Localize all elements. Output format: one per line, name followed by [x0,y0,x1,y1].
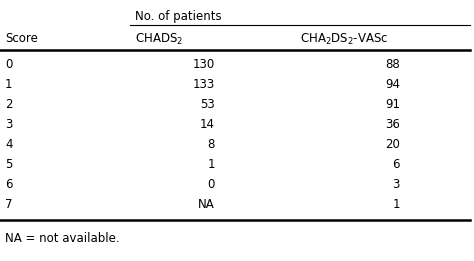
Text: 3: 3 [5,118,12,131]
Text: 14: 14 [200,118,215,131]
Text: No. of patients: No. of patients [135,10,222,23]
Text: NA = not available.: NA = not available. [5,232,119,245]
Text: 88: 88 [385,58,400,71]
Text: Score: Score [5,32,38,45]
Text: 3: 3 [392,178,400,191]
Text: 91: 91 [385,98,400,111]
Text: 2: 2 [5,98,12,111]
Text: 133: 133 [193,78,215,91]
Text: 1: 1 [5,78,12,91]
Text: 7: 7 [5,198,12,211]
Text: 1: 1 [392,198,400,211]
Text: 1: 1 [208,158,215,171]
Text: CHADS$_2$: CHADS$_2$ [135,32,183,47]
Text: 94: 94 [385,78,400,91]
Text: 6: 6 [5,178,12,191]
Text: NA: NA [198,198,215,211]
Text: 8: 8 [208,138,215,151]
Text: 4: 4 [5,138,12,151]
Text: CHA$_2$DS$_2$-VASc: CHA$_2$DS$_2$-VASc [300,32,389,47]
Text: 36: 36 [385,118,400,131]
Text: 130: 130 [193,58,215,71]
Text: 20: 20 [385,138,400,151]
Text: 0: 0 [5,58,12,71]
Text: 6: 6 [392,158,400,171]
Text: 5: 5 [5,158,12,171]
Text: 53: 53 [200,98,215,111]
Text: 0: 0 [208,178,215,191]
